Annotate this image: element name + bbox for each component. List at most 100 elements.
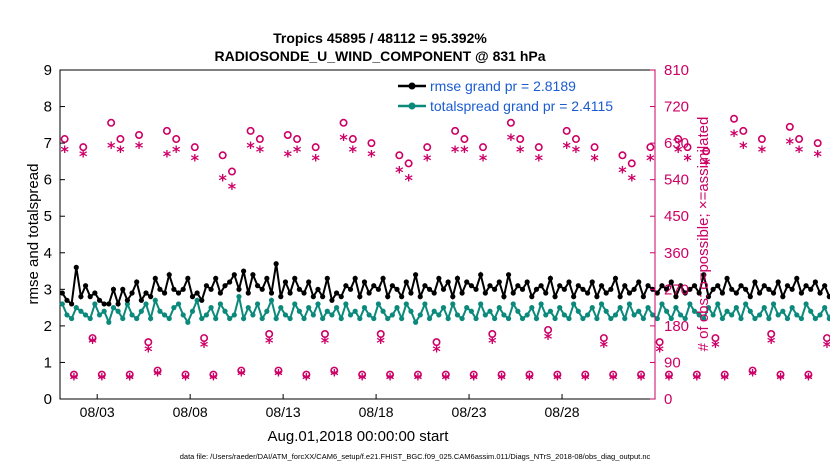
obs-possible-marker xyxy=(358,370,367,379)
rmse-point xyxy=(478,272,484,278)
rmse-point xyxy=(705,294,712,300)
totalspread-point xyxy=(64,312,70,318)
totalspread-point xyxy=(380,308,386,314)
obs-assimilated-marker: * xyxy=(88,333,97,352)
obs-possible-marker xyxy=(618,151,627,160)
totalspread-point xyxy=(440,305,447,311)
rmse-point xyxy=(106,301,112,307)
obs-possible-marker xyxy=(804,370,813,379)
rmse-point xyxy=(673,294,679,300)
rmse-point xyxy=(664,286,670,292)
rmse-point xyxy=(213,275,219,281)
obs-assimilated-marker: * xyxy=(581,370,590,389)
x-tick-label: 08/13 xyxy=(266,404,301,420)
obs-possible-marker xyxy=(135,130,144,139)
rmse-point xyxy=(282,279,289,285)
totalspread-point xyxy=(408,308,414,314)
totalspread-point xyxy=(110,305,117,311)
rmse-point xyxy=(505,272,512,278)
obs-assimilated-marker: * xyxy=(470,370,479,389)
obs-assimilated-marker: * xyxy=(553,370,562,389)
totalspread-point xyxy=(171,305,177,311)
totalspread-point xyxy=(371,315,377,322)
rmse-point xyxy=(236,286,242,292)
obs-assimilated-marker: * xyxy=(116,142,125,161)
rmse-point xyxy=(794,275,800,281)
totalspread-point xyxy=(329,312,335,318)
totalspread-point xyxy=(413,319,419,325)
totalspread-point xyxy=(747,308,753,314)
totalspread-point xyxy=(222,308,228,314)
totalspread-point xyxy=(203,312,210,318)
totalspread-point xyxy=(134,315,140,322)
rmse-point xyxy=(454,275,461,281)
x-tick-label: 08/08 xyxy=(173,404,208,420)
obs-possible-marker xyxy=(162,126,171,135)
rmse-point xyxy=(561,286,567,292)
obs-possible-marker xyxy=(283,130,292,139)
obs-possible-marker xyxy=(692,370,701,379)
totalspread-point xyxy=(199,315,205,322)
obs-assimilated-marker: * xyxy=(144,341,153,360)
obs-possible-marker xyxy=(339,118,348,127)
obs-assimilated-marker: * xyxy=(795,142,804,161)
totalspread-point xyxy=(673,305,679,311)
totalspread-point xyxy=(543,312,549,318)
obs-assimilated-marker: * xyxy=(172,142,181,161)
obs-possible-marker xyxy=(367,139,376,148)
obs-assimilated-marker: * xyxy=(191,150,200,169)
obs-assimilated-marker: * xyxy=(609,370,618,389)
rmse-point xyxy=(250,272,256,278)
rmse-point xyxy=(92,290,98,296)
rmse-point xyxy=(124,297,131,303)
y-tick-label: 6 xyxy=(44,172,52,189)
obs-assimilated-marker: * xyxy=(404,171,413,190)
rmse-point xyxy=(315,286,321,292)
totalspread-point xyxy=(445,315,451,322)
rmse-point xyxy=(399,294,405,300)
totalspread-point xyxy=(789,305,795,311)
totalspread-point xyxy=(715,301,721,307)
obs-assimilated-marker: * xyxy=(219,171,228,190)
rmse-point xyxy=(552,294,558,300)
obs-assimilated-marker: * xyxy=(702,154,711,173)
totalspread-point xyxy=(650,312,656,318)
obs-possible-marker xyxy=(441,370,450,379)
obs-assimilated-marker: * xyxy=(637,370,646,389)
rmse-point xyxy=(529,294,535,300)
obs-possible-marker xyxy=(172,135,181,144)
rmse-point xyxy=(78,294,84,300)
obs-possible-marker xyxy=(460,135,469,144)
totalspread-point xyxy=(538,301,544,307)
obs-possible-marker xyxy=(348,135,357,144)
obs-assimilated-marker: * xyxy=(200,337,209,356)
rmse-point xyxy=(148,294,154,300)
obs-possible-marker xyxy=(153,366,162,375)
obs-assimilated-marker: * xyxy=(377,333,386,352)
rmse-point xyxy=(161,290,168,296)
legend-rmse-marker xyxy=(408,82,416,90)
rmse-point xyxy=(208,286,214,292)
rmse-point xyxy=(371,283,377,289)
totalspread-point xyxy=(69,315,75,322)
totalspread-point xyxy=(343,301,349,307)
y2-tick-label: 0 xyxy=(664,391,672,408)
obs-assimilated-marker: * xyxy=(432,341,441,360)
totalspread-point xyxy=(189,308,196,314)
obs-assimilated-marker: * xyxy=(814,146,823,165)
rmse-point xyxy=(166,272,172,278)
rmse-point xyxy=(589,279,595,285)
x-axis-label: Aug.01,2018 00:00:00 start xyxy=(268,428,450,445)
obs-assimilated-marker: * xyxy=(804,370,813,389)
rmse-point xyxy=(357,294,363,300)
totalspread-point xyxy=(236,294,242,300)
obs-assimilated-marker: * xyxy=(265,333,274,352)
obs-possible-marker xyxy=(330,366,339,375)
obs-assimilated-marker: * xyxy=(525,370,534,389)
rmse-point xyxy=(352,275,358,281)
totalspread-point xyxy=(664,308,670,314)
obs-possible-marker xyxy=(720,370,729,379)
totalspread-point xyxy=(743,301,749,307)
totalspread-point xyxy=(589,305,595,311)
